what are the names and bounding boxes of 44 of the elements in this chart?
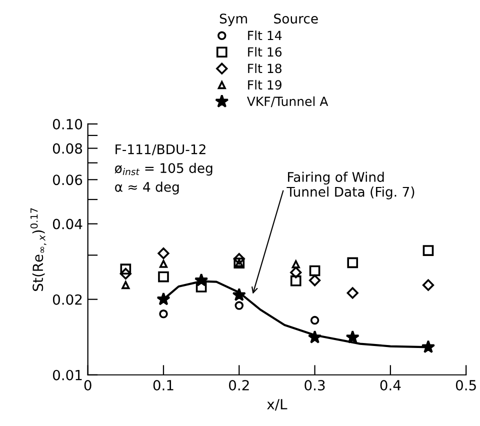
point [158,248,170,260]
annotation: ø$_{inst}$ = 105 deg [114,162,212,176]
legend-title: Sym Source [220,14,318,26]
point [347,257,358,268]
point [292,260,300,268]
point [422,279,434,291]
legend-label: Flt 19 [248,80,282,90]
point [309,265,320,276]
point [234,301,244,310]
legend-label: Flt 18 [248,63,282,74]
x-tick-label: 0.1 [153,380,174,390]
point [422,245,434,256]
point [308,274,321,286]
annotation: α ≈ 4 deg [115,182,179,194]
x-tick-label: 0.5 [456,380,476,390]
point [159,310,168,318]
point [120,264,132,275]
x-tick-label: 0 [84,380,92,390]
annotation: F-111/BDU-12 [116,144,206,156]
y-tick-label: 0.01 [52,370,82,380]
y-tick-label: 0.10 [52,118,82,130]
legend-label: VKF/Tunnel A [246,96,328,108]
y-tick-label: 0.08 [52,143,82,154]
point [233,253,245,265]
x-axis-title: x/L [267,399,288,411]
y-tick-label: 0.04 [52,218,82,230]
point [290,266,302,278]
y-axis-title: St(Re$_{∞,x}$)$^{0.17}$ [30,208,46,291]
point [310,316,320,325]
x-tick-label: 0.3 [304,380,325,390]
point [122,281,130,290]
point [159,260,168,268]
legend-label: Flt 14 [248,30,282,40]
point [346,287,358,299]
y-tick-label: 0.06 [52,174,82,186]
annotation: Fairing of Wind Tunnel Data (Fig. 7) [286,172,414,200]
point [158,271,169,282]
x-tick-label: 0.2 [229,380,249,390]
point [290,275,302,286]
y-tick-label: 0.02 [52,294,82,305]
point [120,268,132,280]
legend-label: Flt 16 [248,46,282,57]
point [196,282,207,292]
x-tick-label: 0.4 [380,380,401,390]
